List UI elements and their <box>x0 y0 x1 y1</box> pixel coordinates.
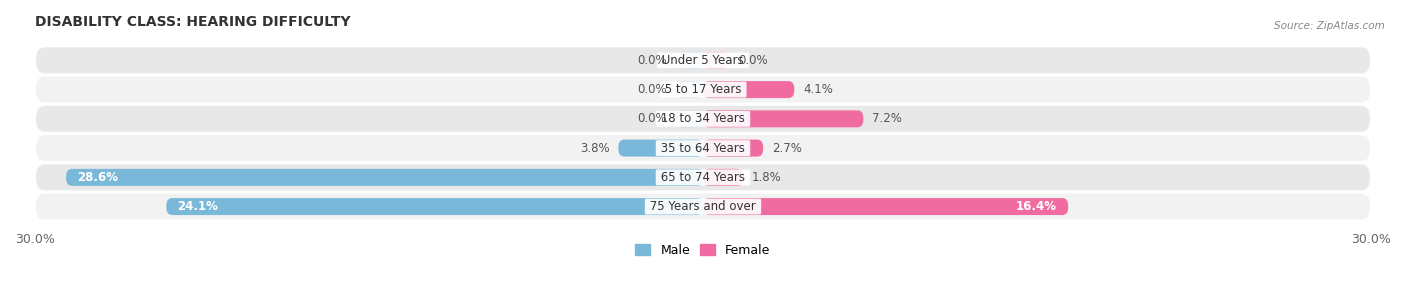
Text: 3.8%: 3.8% <box>579 142 609 155</box>
Legend: Male, Female: Male, Female <box>630 239 776 262</box>
FancyBboxPatch shape <box>166 198 703 215</box>
Text: DISABILITY CLASS: HEARING DIFFICULTY: DISABILITY CLASS: HEARING DIFFICULTY <box>35 15 350 29</box>
FancyBboxPatch shape <box>66 169 703 186</box>
FancyBboxPatch shape <box>35 192 1371 221</box>
Text: 16.4%: 16.4% <box>1017 200 1057 213</box>
Text: 4.1%: 4.1% <box>803 83 834 96</box>
Text: 35 to 64 Years: 35 to 64 Years <box>657 142 749 155</box>
FancyBboxPatch shape <box>35 134 1371 162</box>
Text: 0.0%: 0.0% <box>638 54 668 67</box>
FancyBboxPatch shape <box>35 76 1371 104</box>
FancyBboxPatch shape <box>676 81 703 98</box>
Text: Source: ZipAtlas.com: Source: ZipAtlas.com <box>1274 21 1385 32</box>
Text: 65 to 74 Years: 65 to 74 Years <box>657 171 749 184</box>
FancyBboxPatch shape <box>35 46 1371 74</box>
FancyBboxPatch shape <box>676 52 703 69</box>
FancyBboxPatch shape <box>703 110 863 127</box>
FancyBboxPatch shape <box>703 198 1069 215</box>
Text: 28.6%: 28.6% <box>77 171 118 184</box>
FancyBboxPatch shape <box>703 140 763 157</box>
Text: 0.0%: 0.0% <box>638 112 668 125</box>
FancyBboxPatch shape <box>703 81 794 98</box>
Text: 0.0%: 0.0% <box>738 54 768 67</box>
Text: 0.0%: 0.0% <box>638 83 668 96</box>
FancyBboxPatch shape <box>35 105 1371 133</box>
FancyBboxPatch shape <box>703 169 744 186</box>
FancyBboxPatch shape <box>703 52 730 69</box>
FancyBboxPatch shape <box>35 163 1371 191</box>
Text: 2.7%: 2.7% <box>772 142 801 155</box>
Text: 24.1%: 24.1% <box>177 200 218 213</box>
FancyBboxPatch shape <box>619 140 703 157</box>
Text: 75 Years and over: 75 Years and over <box>647 200 759 213</box>
Text: 7.2%: 7.2% <box>872 112 903 125</box>
Text: 1.8%: 1.8% <box>752 171 782 184</box>
Text: 5 to 17 Years: 5 to 17 Years <box>661 83 745 96</box>
Text: Under 5 Years: Under 5 Years <box>658 54 748 67</box>
FancyBboxPatch shape <box>676 110 703 127</box>
Text: 18 to 34 Years: 18 to 34 Years <box>657 112 749 125</box>
